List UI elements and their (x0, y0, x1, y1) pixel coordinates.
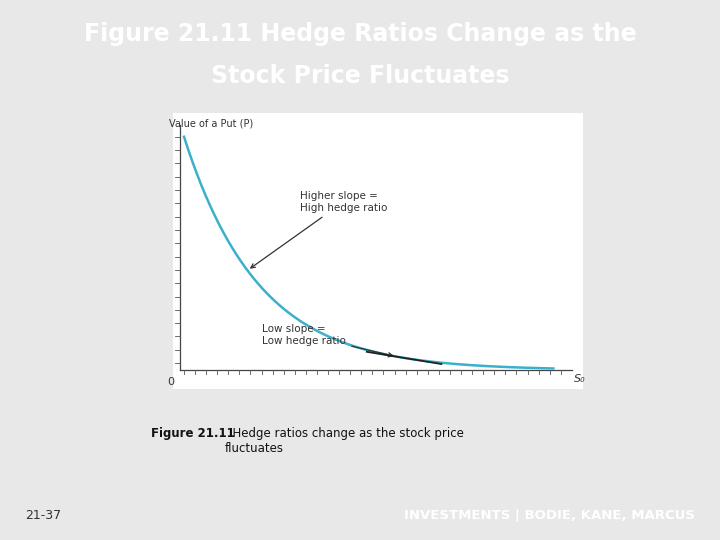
Text: INVESTMENTS | BODIE, KANE, MARCUS: INVESTMENTS | BODIE, KANE, MARCUS (404, 509, 695, 522)
Text: 0: 0 (168, 377, 175, 387)
Text: Low slope =
Low hedge ratio: Low slope = Low hedge ratio (262, 325, 392, 357)
Text: 21-37: 21-37 (25, 509, 61, 522)
Text: Figure 21.11 Hedge Ratios Change as the: Figure 21.11 Hedge Ratios Change as the (84, 22, 636, 46)
Text: Hedge ratios change as the stock price
fluctuates: Hedge ratios change as the stock price f… (225, 427, 464, 455)
Text: Higher slope =
High hedge ratio: Higher slope = High hedge ratio (251, 191, 387, 268)
Text: S₀: S₀ (574, 374, 585, 383)
Text: Stock Price Fluctuates: Stock Price Fluctuates (211, 64, 509, 88)
Text: Value of a Put (P): Value of a Put (P) (169, 118, 253, 128)
Text: Figure 21.11: Figure 21.11 (151, 427, 235, 440)
